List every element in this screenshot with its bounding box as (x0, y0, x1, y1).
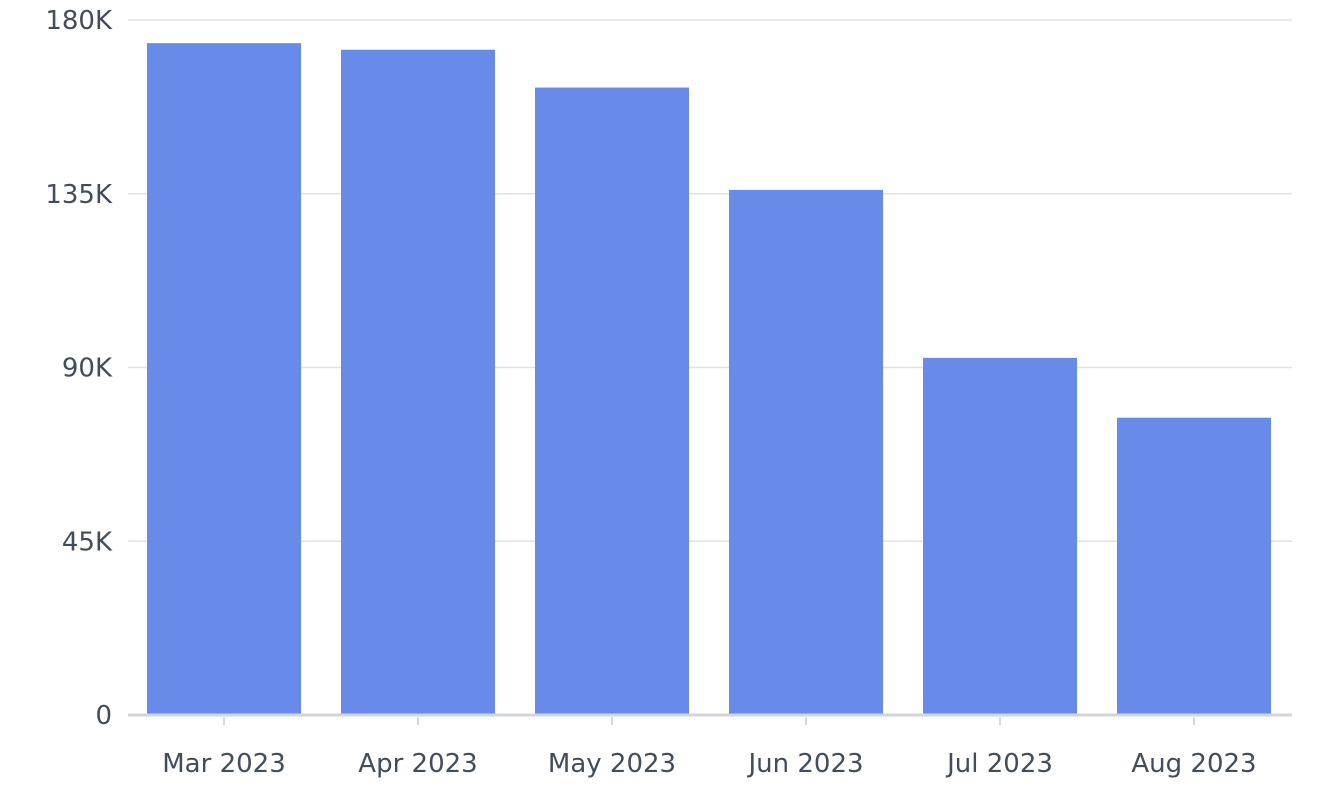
bar (729, 189, 883, 715)
x-tick-label: Aug 2023 (1131, 749, 1256, 779)
bar (923, 357, 1077, 715)
bar (341, 49, 495, 716)
x-tick-label: May 2023 (548, 749, 676, 779)
y-tick-label: 0 (95, 701, 112, 731)
bar (535, 87, 689, 715)
x-axis (128, 713, 1292, 725)
gridlines (128, 19, 1292, 542)
x-tick-label: Jun 2023 (746, 749, 863, 779)
x-tick-label: Mar 2023 (162, 749, 286, 779)
x-axis-labels: Mar 2023 Apr 2023 May 2023 Jun 2023 Jul 2023… (162, 749, 1256, 779)
bar (1117, 417, 1271, 715)
y-tick-label: 180K (45, 6, 113, 36)
bar (147, 43, 301, 715)
y-axis-labels: 0 45K 90K 135K 180K (45, 6, 113, 731)
y-tick-label: 45K (62, 527, 113, 557)
x-tick-label: Jul 2023 (945, 749, 1053, 779)
y-tick-label: 135K (45, 180, 113, 210)
x-tick-label: Apr 2023 (358, 749, 477, 779)
bars (147, 43, 1271, 716)
y-tick-label: 90K (62, 354, 113, 384)
